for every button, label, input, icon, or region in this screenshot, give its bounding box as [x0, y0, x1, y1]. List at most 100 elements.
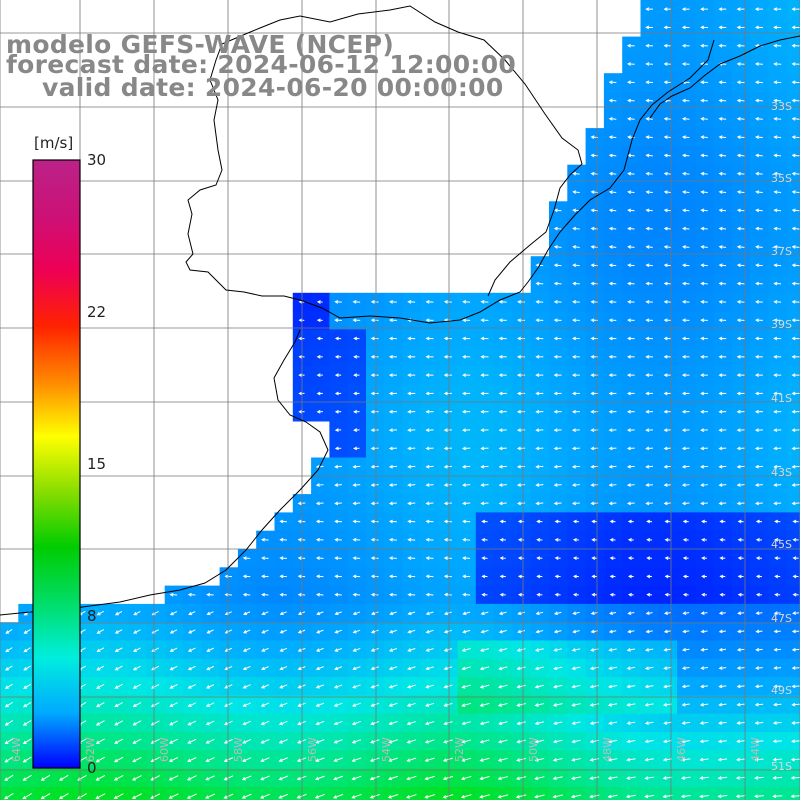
wind-arrow-head	[406, 684, 411, 689]
wind-arrow	[114, 738, 124, 744]
wind-arrow-head	[114, 630, 119, 634]
wind-arrow-head	[718, 336, 723, 341]
wind-arrow-head	[590, 483, 595, 487]
wind-arrow-head	[700, 226, 705, 231]
wind-arrow	[151, 702, 160, 707]
wind-arrow	[406, 794, 417, 799]
wind-arrow-head	[645, 464, 650, 469]
wind-arrow-head	[626, 464, 631, 469]
wind-arrow-head	[479, 739, 484, 744]
wind-arrow-head	[626, 757, 631, 762]
wind-arrow	[609, 191, 617, 193]
wind-arrow-head	[608, 739, 613, 744]
wind-arrow-head	[279, 556, 284, 560]
wind-arrow-head	[754, 354, 759, 359]
wind-arrow-head	[297, 592, 302, 597]
wind-arrow-head	[590, 263, 595, 268]
wind-arrow-head	[681, 7, 686, 12]
wind-arrow-head	[351, 758, 356, 762]
wind-arrow	[627, 666, 636, 670]
wind-arrow-head	[168, 740, 173, 744]
wind-arrow-head	[590, 300, 595, 304]
wind-arrow-head	[644, 684, 649, 689]
wind-arrow-head	[791, 226, 796, 231]
wind-cell	[457, 786, 477, 800]
wind-arrow-head	[261, 666, 266, 671]
wind-arrow-head	[334, 556, 339, 560]
wind-arrow-head	[497, 739, 502, 744]
wind-arrow	[718, 795, 728, 798]
wind-arrow-head	[497, 776, 502, 781]
wind-arrow	[5, 647, 13, 653]
wind-arrow	[627, 703, 636, 706]
wind-arrow	[480, 794, 490, 798]
wind-arrow-head	[352, 684, 357, 689]
wind-arrow-head	[571, 409, 576, 414]
wind-arrow-head	[370, 648, 375, 652]
wind-arrow-head	[516, 648, 521, 652]
wind-arrow	[683, 264, 690, 267]
wind-arrow-head	[554, 556, 559, 561]
wind-arrow	[225, 647, 233, 652]
wind-arrow-head	[681, 373, 686, 378]
wind-arrow	[701, 246, 708, 248]
wind-arrow-head	[701, 556, 706, 561]
wind-arrow	[41, 793, 51, 800]
wind-arrow	[736, 776, 746, 779]
wind-arrow-head	[754, 373, 759, 378]
wind-arrow-head	[627, 300, 632, 304]
wind-arrow-head	[497, 703, 502, 707]
wind-arrow-head	[700, 80, 705, 85]
wind-arrow	[590, 758, 600, 761]
wind-cell	[786, 786, 800, 800]
wind-arrow	[773, 722, 782, 724]
wind-arrow-head	[700, 483, 705, 487]
wind-arrow-head	[699, 776, 704, 780]
wind-arrow-head	[369, 776, 374, 781]
latitude-label: 37S	[771, 245, 792, 258]
wind-arrow-head	[791, 464, 796, 469]
wind-arrow	[262, 611, 269, 615]
wind-arrow-head	[133, 611, 138, 616]
wind-arrow	[389, 666, 398, 670]
wind-arrow	[681, 794, 691, 798]
wind-arrow-head	[481, 556, 486, 561]
wind-arrow-head	[297, 648, 302, 652]
wind-arrow-head	[773, 300, 778, 304]
wind-arrow-head	[791, 354, 796, 359]
wind-arrow-head	[297, 574, 302, 579]
wind-arrow-head	[443, 300, 448, 304]
wind-arrow	[774, 667, 782, 669]
wind-arrow	[23, 720, 32, 726]
wind-arrow	[334, 757, 343, 762]
wind-arrow-head	[351, 740, 356, 744]
wind-arrow-head	[589, 757, 594, 762]
wind-arrow	[260, 775, 270, 781]
wind-arrow	[516, 794, 527, 798]
wind-arrow	[554, 721, 563, 725]
wind-arrow-head	[773, 153, 778, 158]
wind-arrow	[498, 794, 509, 798]
wind-arrow-head	[645, 153, 650, 158]
wind-arrow	[719, 118, 727, 120]
wind-arrow-head	[535, 428, 540, 432]
wind-arrow-head	[370, 611, 375, 616]
wind-arrow-head	[645, 373, 650, 378]
wind-arrow	[774, 648, 782, 651]
wind-arrow	[480, 648, 490, 652]
wind-arrow-head	[773, 25, 778, 30]
wind-arrow-head	[187, 721, 192, 726]
wind-arrow-head	[298, 354, 303, 359]
wind-arrow-head	[626, 776, 631, 780]
wind-arrow	[572, 684, 581, 688]
wind-arrow	[243, 629, 251, 634]
wind-arrow-head	[279, 648, 284, 652]
wind-arrow-head	[719, 519, 724, 524]
wind-arrow	[206, 702, 215, 707]
wind-arrow	[243, 611, 251, 615]
wind-arrow-head	[517, 300, 522, 304]
wind-arrow-head	[646, 574, 651, 579]
wind-arrow-head	[406, 776, 411, 781]
longitude-label: 46W	[675, 737, 688, 762]
wind-arrow-head	[517, 556, 522, 561]
